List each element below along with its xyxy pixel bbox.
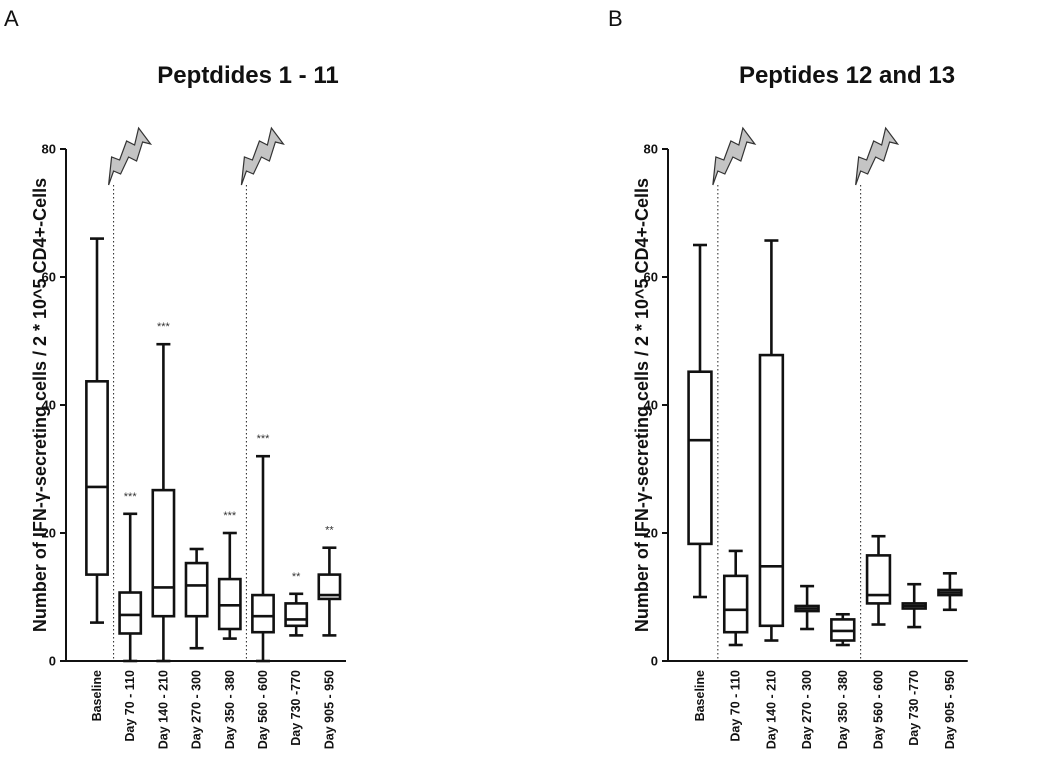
box-iqr <box>758 353 785 628</box>
box-3 <box>794 584 820 631</box>
significance-label: ** <box>325 525 334 537</box>
significance-label: ** <box>292 571 301 583</box>
box-iqr <box>118 591 143 635</box>
box-6: ** <box>284 571 309 637</box>
box-1: *** <box>118 491 143 663</box>
box-iqr <box>85 380 109 576</box>
box-iqr <box>865 554 892 605</box>
x-tick-label: Day 270 - 300 <box>190 670 204 749</box>
box-3 <box>184 547 209 650</box>
x-tick-label: Day 730 -770 <box>907 670 921 746</box>
x-tick-label: Day 560 - 600 <box>256 670 270 749</box>
chart-panel-b: B Peptides 12 and 13 Number of IFN-γ-secre… <box>608 6 968 749</box>
box-iqr <box>151 488 176 618</box>
chart-panel-a: A Peptdides 1 - 11 Number of IFN-γ-secreti… <box>4 6 346 749</box>
box-iqr <box>317 573 342 601</box>
box-1 <box>722 549 749 647</box>
y-tick-label: 0 <box>49 654 56 669</box>
box-iqr <box>687 370 713 546</box>
significance-label: *** <box>124 491 138 503</box>
y-axis-label: Number of IFN-γ-secreting cells / 2 * 10… <box>632 178 652 632</box>
box-0 <box>85 237 109 624</box>
x-tick-label: Day 905 - 950 <box>322 670 336 749</box>
x-tick-label: Baseline <box>693 670 707 721</box>
chart-title: Peptdides 1 - 11 <box>157 62 338 89</box>
y-tick-label: 60 <box>42 270 56 285</box>
box-5 <box>865 534 892 626</box>
lightning-bolt-icon <box>712 126 757 186</box>
y-tick-label: 40 <box>644 398 658 413</box>
x-tick-label: Day 730 -770 <box>289 670 303 746</box>
box-iqr <box>284 602 309 628</box>
y-tick-label: 80 <box>644 142 658 157</box>
panel-letter: B <box>608 6 623 31</box>
x-tick-label: Baseline <box>90 670 104 721</box>
panel-letter: A <box>4 6 19 31</box>
y-tick-label: 40 <box>42 398 56 413</box>
box-7: ** <box>317 525 342 637</box>
box-0 <box>687 243 713 599</box>
y-tick-label: 80 <box>42 142 56 157</box>
x-tick-label: Day 70 - 110 <box>729 670 743 742</box>
box-6 <box>901 582 927 629</box>
y-tick-label: 60 <box>644 270 658 285</box>
y-axis-label: Number of IFN-γ-secreting cells / 2 * 10… <box>30 178 50 632</box>
y-tick-label: 0 <box>651 654 658 669</box>
lightning-bolt-icon <box>240 126 285 186</box>
x-tick-label: Day 270 - 300 <box>800 670 814 749</box>
box-4 <box>830 612 856 647</box>
x-tick-label: Day 350 - 380 <box>223 670 237 749</box>
x-tick-label: Day 350 - 380 <box>836 670 850 749</box>
significance-label: *** <box>157 321 171 333</box>
x-tick-label: Day 140 - 210 <box>156 670 170 749</box>
significance-label: *** <box>223 510 237 522</box>
x-tick-label: Day 905 - 950 <box>943 670 957 749</box>
box-4: *** <box>217 510 242 640</box>
box-iqr <box>184 561 209 618</box>
lightning-bolt-icon <box>108 126 153 186</box>
chart-title: Peptides 12 and 13 <box>739 62 955 89</box>
box-5: *** <box>251 433 275 663</box>
x-tick-label: Day 140 - 210 <box>764 670 778 749</box>
significance-label: *** <box>257 433 271 445</box>
box-iqr <box>722 574 749 634</box>
y-tick-label: 20 <box>644 526 658 541</box>
x-tick-label: Day 560 - 600 <box>872 670 886 749</box>
box-7 <box>937 572 963 612</box>
box-2: *** <box>151 321 176 663</box>
lightning-bolt-icon <box>855 126 900 186</box>
box-iqr <box>251 593 275 634</box>
y-tick-label: 20 <box>42 526 56 541</box>
x-tick-label: Day 70 - 110 <box>123 670 137 742</box>
box-2 <box>758 239 785 642</box>
